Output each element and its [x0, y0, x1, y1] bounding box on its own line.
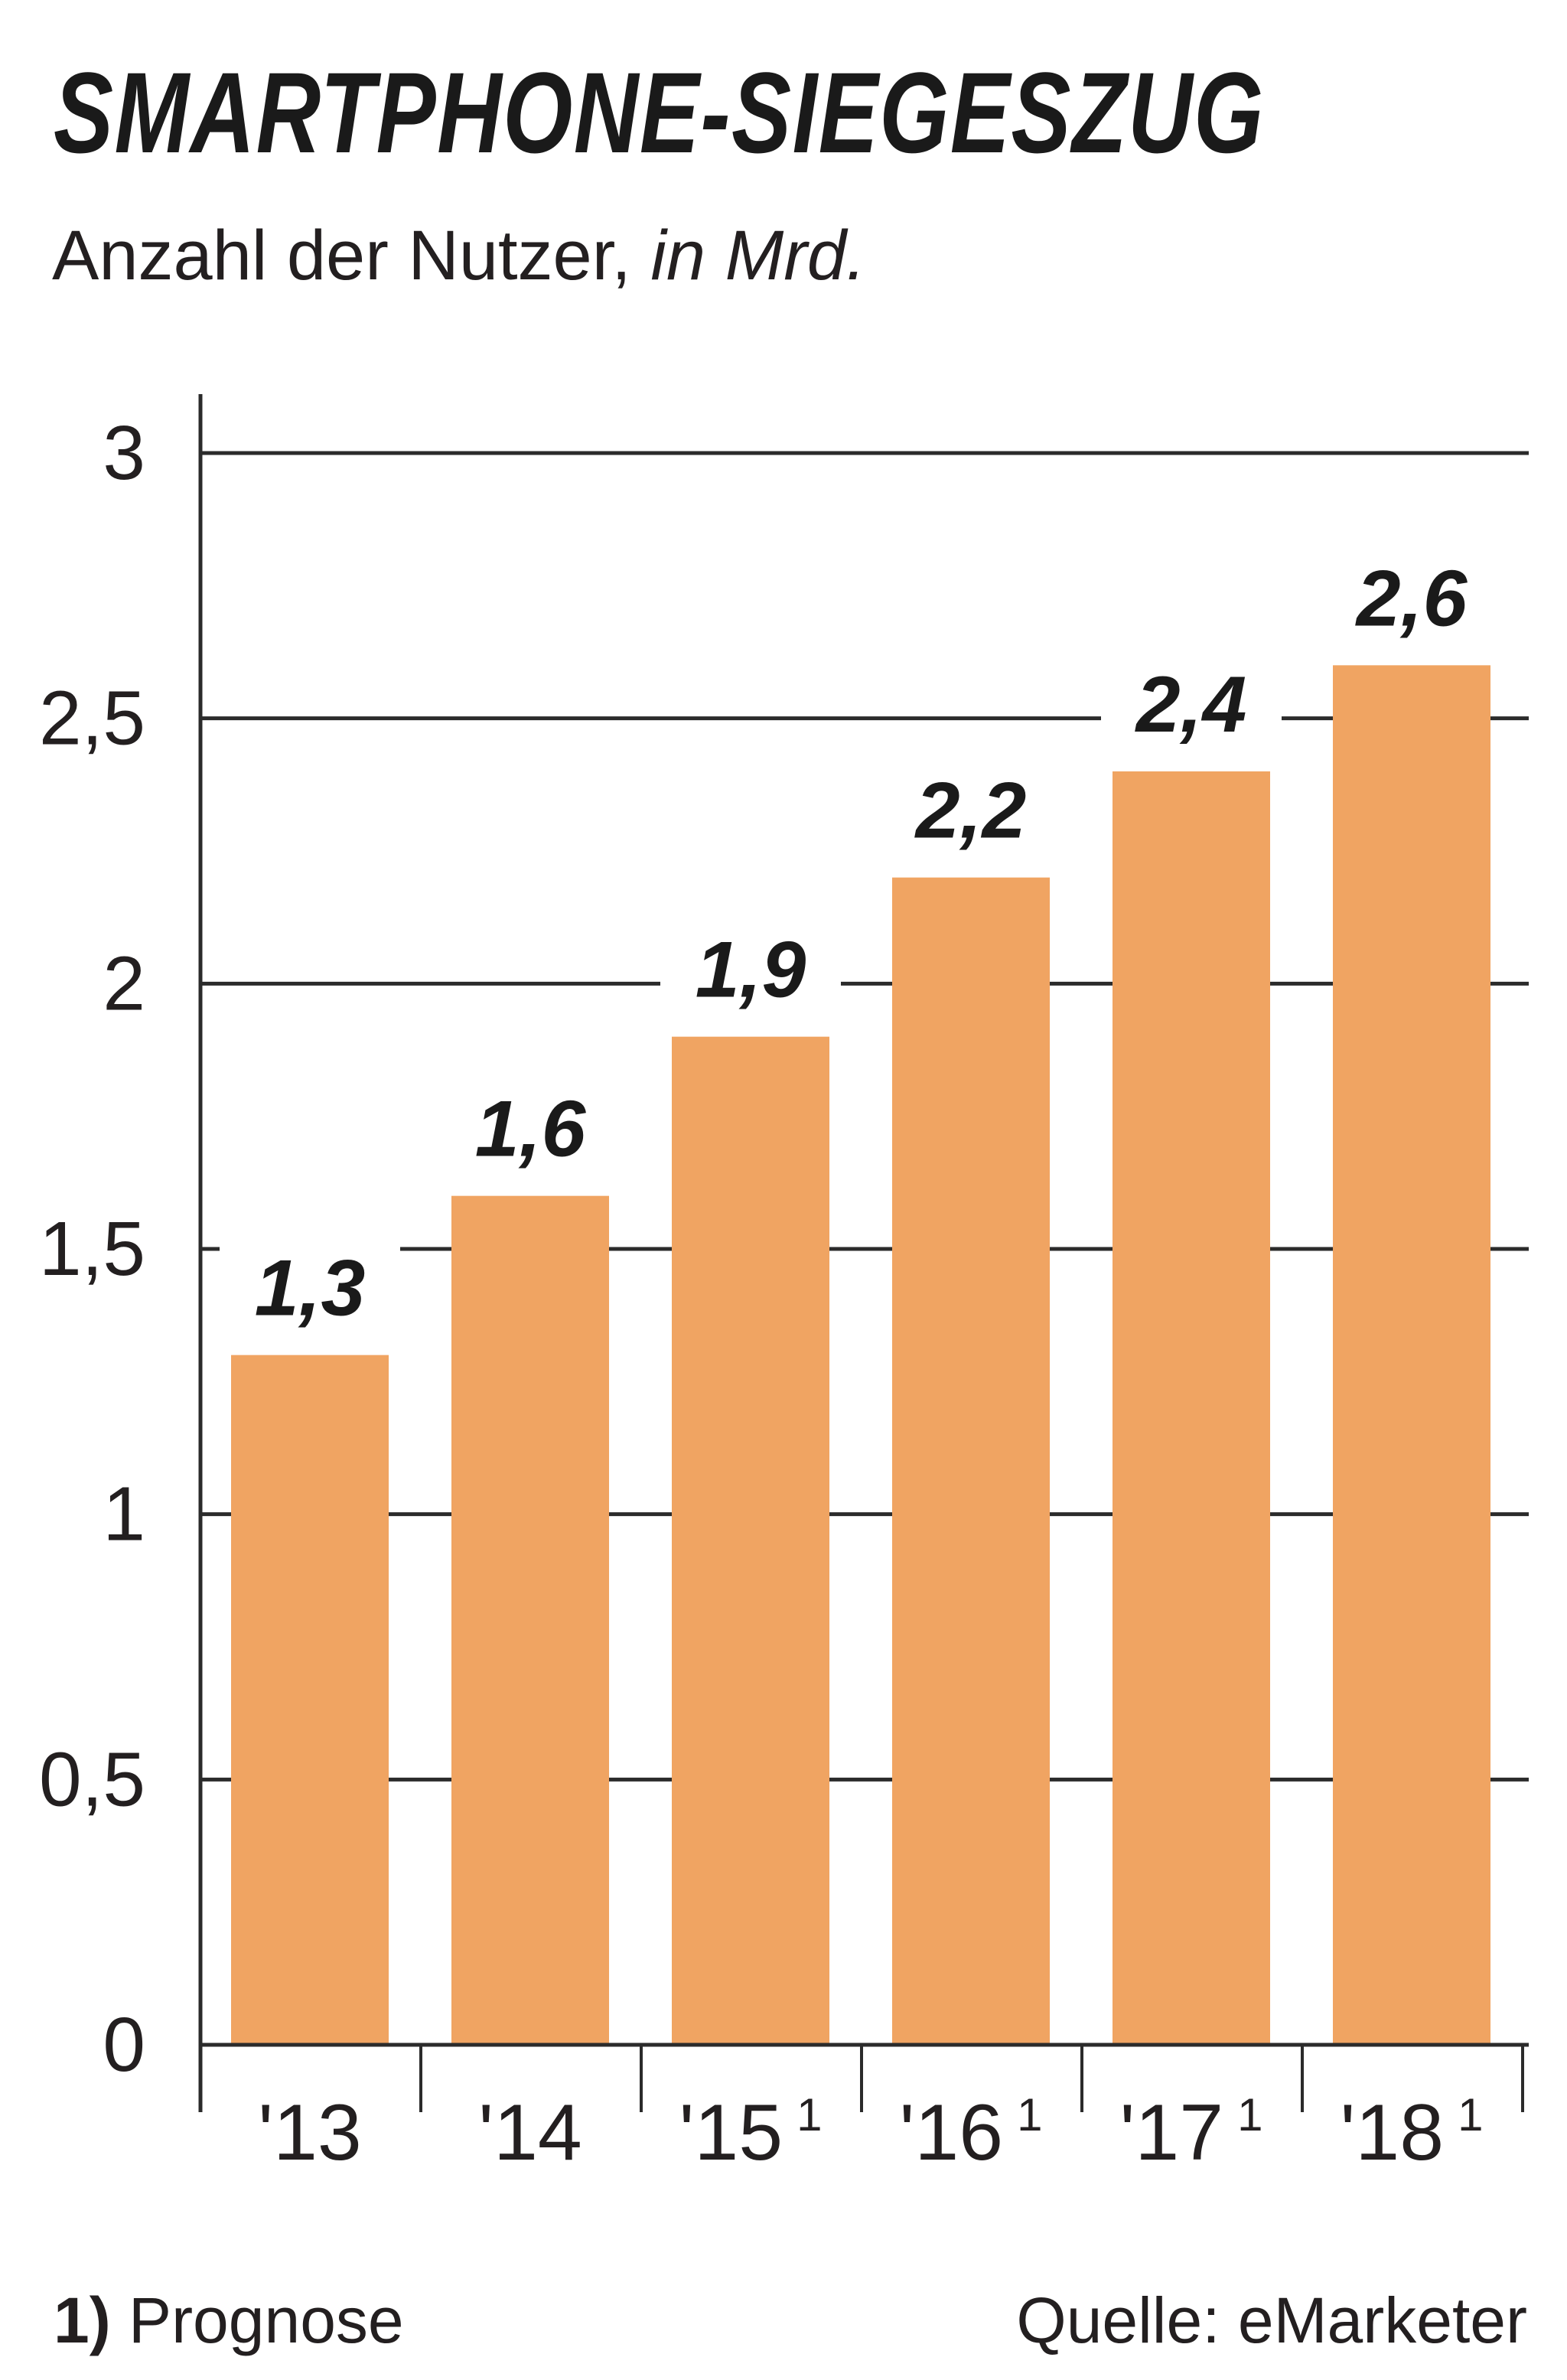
x-tick-label: '14 [478, 2088, 582, 2177]
value-label: 2,2 [914, 767, 1027, 856]
value-label-backdrop [1101, 657, 1282, 742]
value-label-backdrop [220, 1240, 400, 1326]
y-tick-label: 1,5 [39, 1206, 145, 1292]
value-label: 2,6 [1355, 554, 1468, 643]
value-label-backdrop [660, 921, 841, 1008]
x-tick-label: '15 1 [679, 2088, 823, 2177]
bar [892, 877, 1050, 2045]
chart-subtitle: Anzahl der Nutzer, in Mrd. [52, 220, 866, 291]
bar [1333, 665, 1490, 2046]
bar [231, 1355, 389, 2045]
value-label: 1,3 [255, 1244, 366, 1333]
x-tick-label: '16 1 [900, 2088, 1043, 2177]
y-tick-label: 2 [103, 941, 145, 1026]
footnote-superscript: 1 [797, 2089, 822, 2140]
value-label: 2,4 [1135, 660, 1247, 749]
subtitle-unit: in Mrd. [650, 217, 866, 295]
y-tick-label: 3 [103, 410, 145, 496]
source-note: Quelle: eMarketer [1016, 2284, 1527, 2356]
bar [1113, 771, 1270, 2045]
y-tick-label: 0,5 [39, 1736, 145, 1822]
value-label: 1,6 [475, 1085, 587, 1174]
y-tick-label: 0 [103, 2002, 145, 2088]
value-label-backdrop [440, 1081, 621, 1167]
footnote-superscript: 1 [1237, 2089, 1262, 2140]
footnote: 1) Prognose [54, 2288, 404, 2352]
bar-chart: 0 0,5 1 1,5 2 2,5 3 1,3 1,6 1,9 2,2 2,4 2,6 '13 '14 '15… [39, 394, 1529, 2177]
bar [672, 1036, 829, 2045]
y-tick-label: 2,5 [39, 676, 145, 761]
footnote-text: Prognose [129, 2284, 404, 2356]
y-tick-label: 1 [103, 1472, 145, 1557]
bar [451, 1195, 609, 2045]
footnote-superscript: 1 [1458, 2089, 1483, 2140]
x-tick-label: '13 [258, 2088, 362, 2177]
subtitle-text: Anzahl der Nutzer, [52, 217, 651, 295]
value-label: 1,9 [696, 926, 806, 1015]
value-label-backdrop [881, 762, 1061, 849]
value-label-backdrop [1321, 550, 1502, 637]
footnote-superscript: 1 [1017, 2089, 1042, 2140]
footnote-marker: 1) [54, 2284, 111, 2356]
chart-title: SMARTPHONE-SIEGESZUG [54, 48, 1265, 177]
x-tick-label: '18 1 [1341, 2088, 1484, 2177]
x-tick-label: '17 1 [1120, 2088, 1263, 2177]
